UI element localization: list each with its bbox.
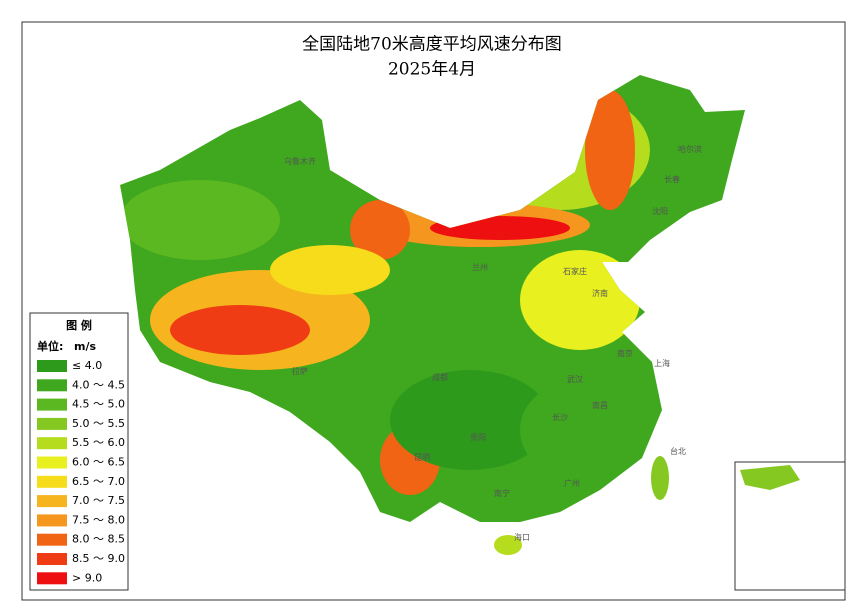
city-label: 南宁: [494, 488, 510, 498]
city-label: 广州: [564, 478, 580, 488]
legend-swatch: [37, 379, 67, 392]
legend-label: ≤ 4.0: [72, 359, 102, 372]
city-label: 兰州: [472, 262, 488, 272]
legend-label: 8.0 ～ 8.5: [72, 533, 125, 546]
city-label: 上海: [654, 358, 670, 368]
city-label: 南京: [617, 348, 633, 358]
legend-label: 6.0 ～ 6.5: [72, 456, 125, 469]
legend-swatch: [37, 514, 67, 527]
city-label: 南昌: [592, 400, 608, 410]
legend-swatch: [37, 437, 67, 450]
legend-swatch: [37, 475, 67, 488]
legend-title: 图 例: [66, 318, 92, 332]
legend-label: 6.5 ～ 7.0: [72, 475, 125, 488]
frame: [21, 21, 846, 601]
hainan: [494, 535, 522, 555]
map-subtitle: 2025年4月: [388, 60, 476, 80]
taiwan: [651, 456, 669, 500]
legend-swatch: [37, 553, 67, 565]
city-label: 台北: [670, 446, 686, 456]
city-label: 海口: [514, 532, 530, 542]
city-label: 昆明: [414, 453, 430, 462]
inset-map: [740, 465, 800, 490]
city-label: 沈阳: [652, 206, 668, 216]
legend-swatch: [37, 360, 67, 372]
city-label: 哈尔滨: [678, 144, 702, 154]
legend-swatch: [37, 495, 67, 508]
map-title: 全国陆地70米高度平均风速分布图: [302, 35, 562, 55]
legend-swatch: [37, 417, 67, 430]
city-label: 长沙: [552, 412, 568, 422]
legend-label: 7.5 ～ 8.0: [72, 513, 125, 526]
legend-swatch: [37, 572, 67, 585]
legend-label: 5.5 ～ 6.0: [72, 436, 125, 449]
city-label: 武汉: [567, 374, 583, 384]
city-label: 石家庄: [563, 266, 587, 276]
city-label: 贵阳: [470, 432, 486, 442]
china-map: [120, 75, 745, 522]
city-label: 拉萨: [292, 366, 308, 376]
legend-swatch: [37, 533, 67, 546]
legend-unit: m/s: [74, 340, 96, 353]
legend-label: 7.0 ～ 7.5: [72, 494, 125, 507]
city-label: 乌鲁木齐: [284, 156, 316, 166]
legend-label: 5.0 ～ 5.5: [72, 417, 125, 430]
legend-label: 4.5 ～ 5.0: [72, 398, 125, 411]
legend-items: ≤ 4.0 4.0 ～ 4.5 4.5 ～ 5.0 5.0 ～ 5.5 5.5 ～ 6.…: [37, 359, 125, 585]
legend-box: [29, 312, 129, 591]
city-label: 长春: [664, 174, 680, 184]
legend-label: > 9.0: [72, 571, 102, 584]
legend-unit-label: 单位:: [37, 339, 63, 353]
legend-label: 4.0 ～ 4.5: [72, 378, 125, 391]
city-label: 济南: [592, 288, 608, 298]
city-label: 成都: [432, 372, 448, 382]
legend-label: 8.5 ～ 9.0: [72, 552, 125, 565]
legend-swatch: [37, 456, 67, 469]
legend-swatch: [37, 398, 67, 411]
